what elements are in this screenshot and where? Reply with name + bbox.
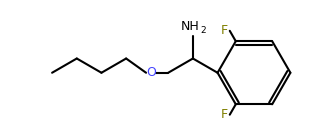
Text: O: O (146, 66, 156, 79)
Text: F: F (221, 108, 228, 121)
Text: F: F (221, 24, 228, 37)
Text: 2: 2 (200, 26, 205, 35)
Text: NH: NH (181, 20, 200, 33)
